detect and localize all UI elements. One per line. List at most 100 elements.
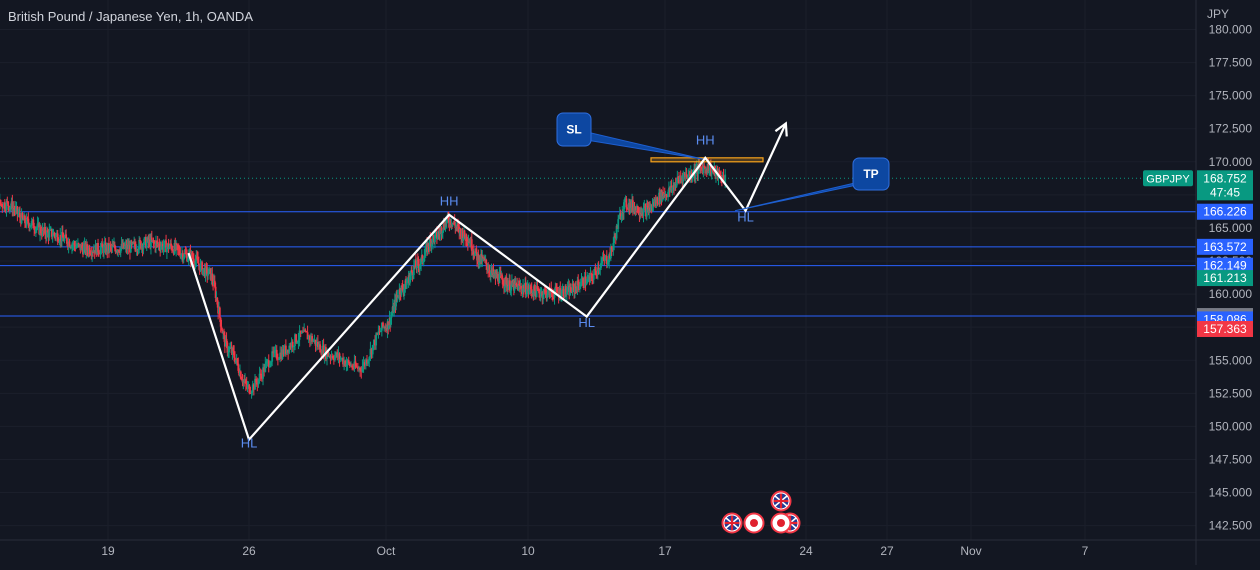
- candle-body: [492, 269, 495, 276]
- candle-body: [534, 285, 536, 291]
- candle-body: [452, 222, 455, 224]
- candle-body: [236, 358, 239, 364]
- candle-body: [437, 232, 440, 237]
- candle-body: [213, 280, 216, 287]
- uk-flag-icon[interactable]: [721, 512, 743, 534]
- candle-body: [252, 384, 255, 390]
- candle-body: [176, 243, 178, 246]
- candle-body: [481, 256, 484, 262]
- candle-body: [197, 258, 199, 264]
- price-badge: [1197, 270, 1253, 287]
- candle-body: [451, 222, 454, 226]
- candle-body: [281, 349, 284, 359]
- candle-body: [348, 362, 351, 366]
- candle-body: [528, 289, 531, 292]
- candle-body: [237, 363, 240, 371]
- candle-body: [436, 231, 438, 239]
- price-tick-label: 175.000: [1209, 89, 1253, 103]
- candle-body: [307, 335, 310, 340]
- candle-body: [565, 291, 568, 294]
- price-badge: [1197, 257, 1253, 274]
- swing-path[interactable]: [187, 122, 787, 442]
- candle-body: [342, 358, 344, 365]
- candle-body: [8, 207, 11, 210]
- candle-body: [355, 366, 358, 368]
- candle-body: [503, 285, 506, 287]
- candle-body: [412, 275, 415, 277]
- candle-body: [498, 273, 501, 284]
- price-tick-label: 165.000: [1209, 221, 1253, 235]
- take-profit-callout[interactable]: TP: [734, 157, 890, 212]
- price-badge-label: 166.226: [1203, 205, 1247, 219]
- candle-body: [335, 352, 338, 356]
- candle-body: [274, 349, 277, 351]
- candle-body: [214, 286, 217, 299]
- candle-body: [461, 231, 464, 241]
- candle-body: [352, 367, 355, 369]
- candle-body: [191, 252, 194, 258]
- japan-flag-icon[interactable]: [743, 512, 765, 534]
- candle-body: [176, 245, 179, 249]
- candle-body: [654, 199, 656, 206]
- candle-body: [11, 201, 14, 212]
- candle-body: [71, 244, 73, 248]
- candle-body: [248, 384, 251, 394]
- candle-body: [677, 177, 680, 179]
- drawings[interactable]: HL HH HL HH HL SL TP: [187, 112, 890, 451]
- candle-body: [421, 255, 424, 262]
- candle-body: [562, 288, 565, 297]
- swing-label: HL: [241, 436, 258, 451]
- candle-body: [367, 360, 370, 364]
- candle-body: [177, 248, 180, 250]
- candle-body: [66, 238, 68, 244]
- candle-body: [246, 385, 249, 388]
- candle-body: [162, 246, 165, 250]
- candle-body: [572, 284, 575, 286]
- candle-body: [411, 272, 414, 276]
- candle-body: [656, 197, 659, 204]
- candle-body: [466, 240, 469, 242]
- candle-body: [687, 174, 690, 179]
- candle-body: [92, 252, 94, 254]
- candle-body: [124, 246, 126, 249]
- candle-body: [329, 356, 332, 358]
- candle-body: [423, 255, 426, 262]
- candle-body: [371, 345, 374, 355]
- candle-body: [36, 223, 39, 228]
- candle-body: [48, 230, 51, 238]
- candle-body: [109, 245, 112, 247]
- candle-body: [183, 252, 186, 258]
- candle-body: [201, 262, 204, 274]
- candle-body: [529, 286, 532, 290]
- callout-box: [852, 157, 890, 191]
- countdown-value: 47:45: [1210, 185, 1240, 199]
- candle-body: [565, 286, 567, 294]
- candle-body: [81, 245, 83, 249]
- candle-body: [24, 215, 26, 224]
- candle-body: [310, 336, 312, 341]
- time-axis[interactable]: 19 26 Oct 10 17 24 27 Nov 7: [0, 539, 1260, 558]
- candle-body: [35, 227, 38, 229]
- candle-body: [475, 248, 478, 253]
- stop-loss-callout[interactable]: SL: [556, 112, 704, 160]
- candle-body: [584, 276, 587, 285]
- candle-body: [586, 278, 589, 284]
- candle-body: [439, 229, 442, 235]
- swing-label: HL: [578, 315, 595, 330]
- candle-body: [244, 380, 247, 384]
- candle-body: [525, 294, 528, 296]
- time-tick-label: 27: [880, 544, 894, 558]
- candle-body: [156, 241, 159, 245]
- japan-flag-icon[interactable]: [770, 512, 792, 534]
- candle-body: [345, 363, 348, 367]
- event-markers[interactable]: [721, 490, 801, 534]
- candle-body: [224, 338, 227, 347]
- candle-body: [270, 361, 272, 366]
- candle-body: [234, 357, 236, 363]
- candle-body: [610, 246, 613, 250]
- candle-body: [445, 219, 448, 224]
- uk-flag-icon[interactable]: [770, 490, 792, 512]
- candle-body: [527, 285, 530, 292]
